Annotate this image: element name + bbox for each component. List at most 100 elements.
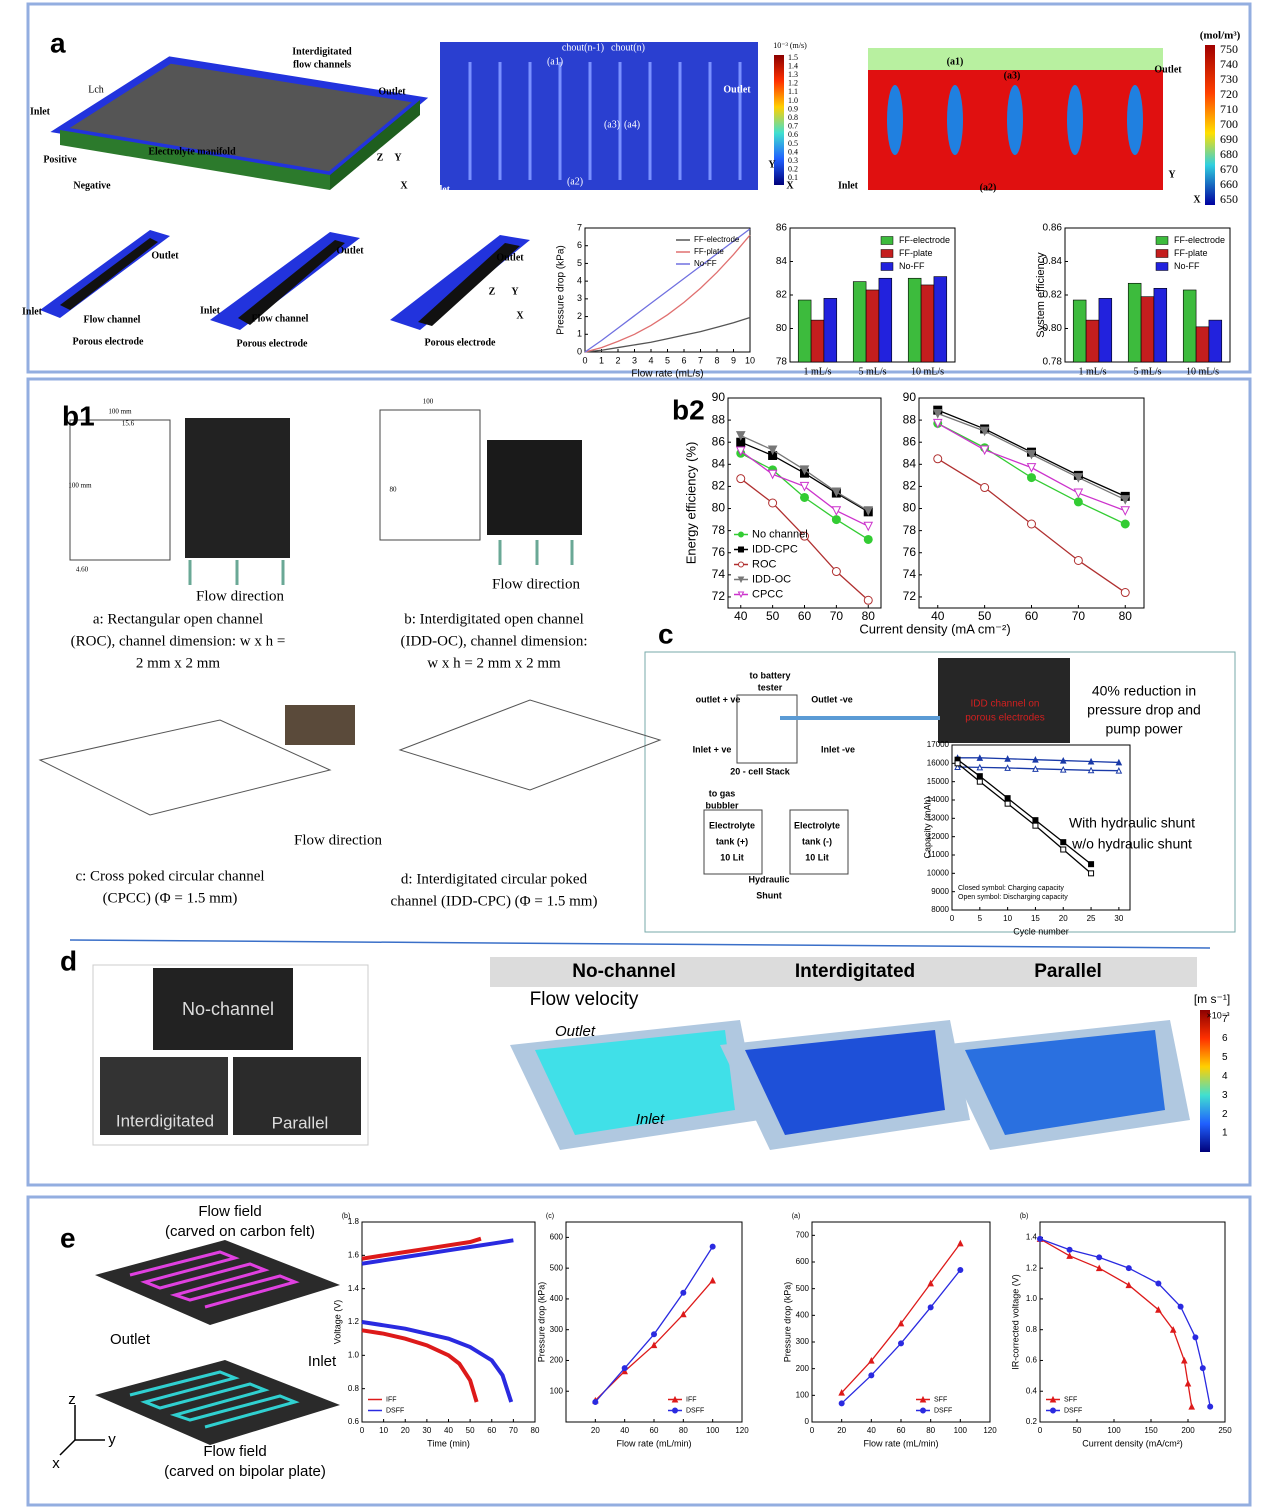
- label: (mol/m³): [1200, 30, 1241, 42]
- label: chin(n): [604, 189, 633, 200]
- legend-label: No-FF: [694, 259, 717, 268]
- marker: [767, 469, 778, 480]
- colorbar-tick: 1.3: [788, 70, 798, 79]
- label: Z: [489, 286, 496, 297]
- marker: [838, 1400, 845, 1407]
- x-tick-label: 0: [810, 1426, 815, 1435]
- label: Open symbol: Discharging capacity: [958, 894, 1068, 901]
- x-axis-label: Flow rate (mL/min): [616, 1438, 691, 1448]
- legend-label: IDD-OC: [752, 573, 791, 585]
- marker: [863, 506, 874, 516]
- legend-swatch: [1155, 249, 1169, 258]
- caption: channel (IDD-CPC) (Φ = 1.5 mm): [391, 893, 598, 909]
- plot-frame: [727, 397, 882, 609]
- marker: [1120, 495, 1131, 505]
- y-tick-label: 600: [796, 1257, 810, 1266]
- x-tick-label: 0: [950, 914, 955, 923]
- y-tick-label: 1.4: [1026, 1232, 1038, 1241]
- chart-tag: (a): [792, 1213, 801, 1220]
- legend-label: ROC: [752, 558, 777, 570]
- marker: [800, 492, 809, 502]
- chart-tag: (c): [546, 1213, 554, 1220]
- x-tick-label: 60: [650, 1426, 659, 1435]
- y-tick-label: 12000: [927, 832, 950, 841]
- label: Outlet: [151, 250, 179, 261]
- label: Flow channel: [252, 313, 309, 324]
- x-tick-label: 50: [466, 1426, 475, 1435]
- y-tick-label: 100: [796, 1390, 810, 1399]
- caption: w x h = 2 mm x 2 mm: [427, 655, 561, 671]
- marker: [767, 445, 778, 456]
- y-tick-label: 80: [776, 323, 788, 334]
- marker: [736, 474, 746, 484]
- frame-b: [26, 377, 1252, 1187]
- colorbar-tick: 0.2: [788, 165, 798, 174]
- y-axis-label: IR-corrected voltage (V): [1010, 1274, 1020, 1370]
- label: Porous electrode: [424, 337, 496, 348]
- x-tick-label: 1: [599, 355, 604, 365]
- x-tick-label: 60: [897, 1426, 906, 1435]
- panel-letter: a: [50, 27, 66, 58]
- marker: [868, 1372, 875, 1379]
- colorbar-tick: 0.7: [788, 122, 798, 131]
- y-tick-label: 72: [712, 589, 726, 603]
- y-tick-label: 0.82: [1043, 290, 1063, 301]
- colorbar-tick: 2: [1222, 1109, 1228, 1120]
- label: (a2): [980, 182, 997, 193]
- colorbar-tick: 0.5: [788, 139, 798, 148]
- y-tick-label: 0.2: [1026, 1417, 1038, 1426]
- marker: [831, 487, 842, 498]
- marker: [1180, 1356, 1188, 1364]
- x-tick-label: 80: [862, 609, 876, 623]
- label: Y: [511, 286, 519, 297]
- label: Interdigitated: [795, 961, 915, 982]
- x-tick-label: 150: [1144, 1426, 1158, 1435]
- y-tick-label: 3: [577, 293, 582, 303]
- x-tick-label: 80: [926, 1426, 935, 1435]
- y-tick-label: 0.4: [1026, 1386, 1038, 1395]
- y-tick-label: 9000: [931, 887, 949, 896]
- y-tick-label: 1.2: [1026, 1263, 1038, 1272]
- label: 100: [423, 398, 434, 406]
- legend-label: FF-electrode: [694, 235, 740, 244]
- y-tick-label: 80: [712, 501, 726, 515]
- x-tick-label: 20: [591, 1426, 600, 1435]
- label: 80: [390, 486, 398, 494]
- marker: [933, 454, 943, 464]
- label: Y: [394, 152, 402, 163]
- label: to gas: [709, 788, 736, 798]
- colorbar-tick: 0.4: [788, 147, 798, 156]
- label: x: [52, 1455, 60, 1472]
- label: (a2): [567, 176, 583, 187]
- label: (a1): [547, 56, 563, 67]
- label: Y: [768, 159, 776, 170]
- marker: [738, 561, 744, 568]
- marker: [1066, 1246, 1073, 1253]
- colorbar-tick: 1.4: [788, 61, 798, 70]
- legend-label: SFF: [934, 1396, 947, 1403]
- y-tick-label: 14000: [927, 795, 950, 804]
- colorbar-tick: 0.8: [788, 113, 798, 122]
- y-tick-label: 17000: [927, 740, 950, 749]
- series-line: [1039, 1238, 1211, 1407]
- x-tick-label: 80: [531, 1426, 540, 1435]
- frame-c: [644, 651, 1236, 933]
- x-tick-label: 70: [509, 1426, 518, 1435]
- panel-frames: [26, 2, 1252, 1507]
- colorbar-tick: 7: [1222, 1014, 1228, 1025]
- marker: [976, 773, 983, 780]
- plot-frame: [565, 1221, 743, 1423]
- label: 10 Lit: [805, 852, 829, 862]
- label: (carved on bipolar plate): [164, 1463, 326, 1480]
- y-tick-label: 10000: [927, 868, 950, 877]
- colorbar-tick: 650: [1220, 192, 1238, 206]
- bar: [797, 299, 812, 363]
- marker: [1095, 1264, 1103, 1272]
- x-tick-label: 0: [360, 1426, 365, 1435]
- marker: [976, 763, 984, 771]
- panel-letter: c: [658, 618, 674, 649]
- x-tick-label: 5 mL/s: [858, 366, 886, 377]
- colorbar-tick: 3: [1222, 1090, 1228, 1101]
- y-tick-label: 0.84: [1043, 256, 1063, 267]
- y-axis-label: Energy efficiency (%): [683, 442, 698, 565]
